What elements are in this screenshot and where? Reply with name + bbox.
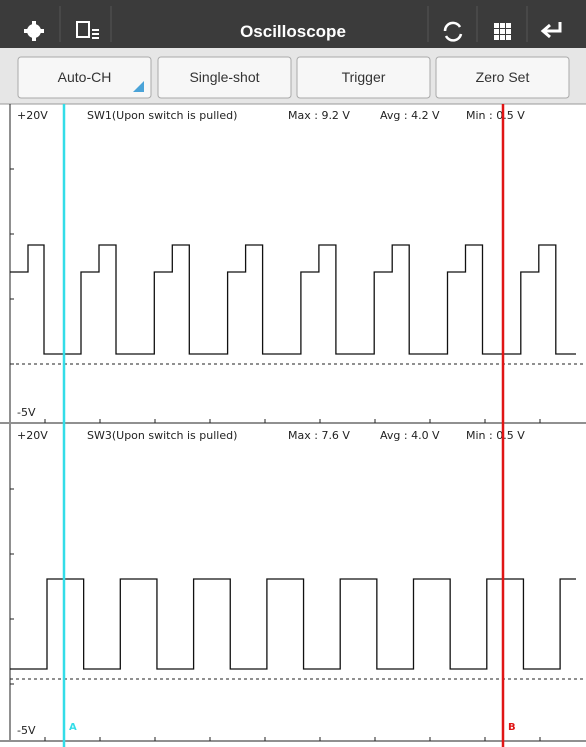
button-label: Zero Set: [476, 69, 530, 85]
channel-name: SW1(Upon switch is pulled): [87, 109, 237, 122]
cursor-label: B: [508, 722, 516, 733]
save-icon[interactable]: [76, 21, 99, 39]
top-scale-label: +20V: [17, 109, 48, 122]
min-value: Min : 0.5 V: [466, 109, 525, 122]
avg-value: Avg : 4.0 V: [380, 429, 440, 442]
min-value: Min : 0.5 V: [466, 429, 525, 442]
waveform: [10, 578, 576, 670]
top-scale-label: +20V: [17, 429, 48, 442]
avg-value: Avg : 4.2 V: [380, 109, 440, 122]
max-value: Max : 7.6 V: [288, 429, 350, 442]
grid-icon[interactable]: [494, 23, 511, 40]
button-bg: [296, 56, 431, 99]
title: Oscilloscope: [240, 22, 346, 41]
channel-panel: +20V SW3(Upon switch is pulled) Max : 7.6 …: [0, 424, 586, 742]
back-icon[interactable]: [540, 22, 562, 39]
button[interactable]: Auto-CH: [17, 56, 152, 99]
channel-panel: +20V SW1(Upon switch is pulled) Max : 9.2 …: [0, 104, 586, 424]
button-label: Trigger: [342, 69, 386, 85]
button-bg: [17, 56, 152, 99]
button[interactable]: Single-shot: [157, 56, 292, 99]
button-bg: [157, 56, 292, 99]
dropdown-indicator: [133, 81, 144, 92]
settings-icon[interactable]: [24, 21, 44, 41]
button-bg: [435, 56, 570, 99]
button[interactable]: Trigger: [296, 56, 431, 99]
cursor-label: A: [69, 722, 77, 733]
button-label: Single-shot: [189, 69, 259, 85]
refresh-icon[interactable]: [443, 21, 463, 42]
plot-area: [0, 104, 586, 747]
max-value: Max : 9.2 V: [288, 109, 350, 122]
channel-name: SW3(Upon switch is pulled): [87, 429, 237, 442]
button-label: Auto-CH: [58, 69, 112, 85]
header-bar: [0, 0, 586, 48]
bottom-scale-label: -5V: [17, 724, 36, 737]
waveform: [10, 244, 576, 355]
header-dividers: [59, 6, 528, 42]
bottom-scale-label: -5V: [17, 406, 36, 419]
button[interactable]: Zero Set: [435, 56, 570, 99]
